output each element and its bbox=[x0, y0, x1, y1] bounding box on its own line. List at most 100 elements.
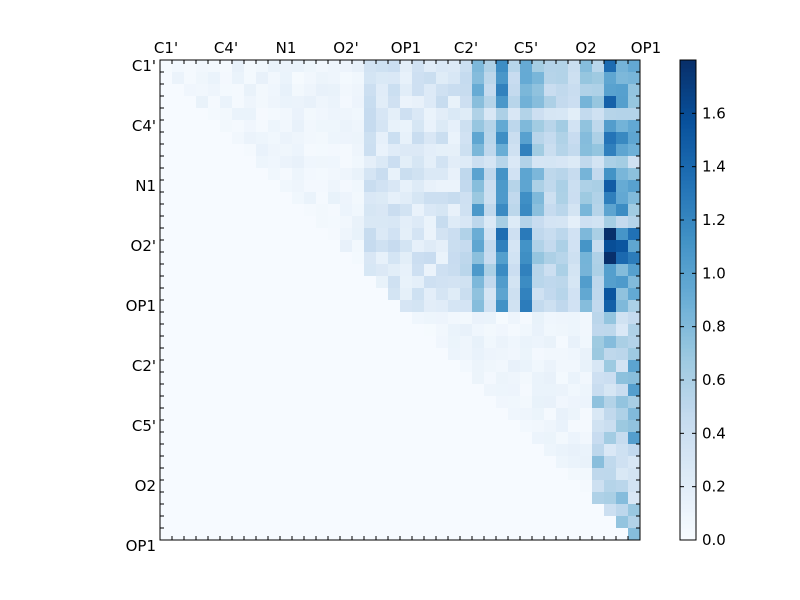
x-tick-label: C5' bbox=[514, 39, 538, 57]
heatmap-cell bbox=[160, 360, 173, 373]
colorbar-segment bbox=[680, 344, 696, 349]
x-tick-labels: C1' C4' N1 O2' OP1 C2' C5' O2 OP1 bbox=[154, 39, 661, 57]
heatmap-cell bbox=[400, 120, 413, 133]
colorbar-segment bbox=[680, 476, 696, 481]
heatmap-cell bbox=[496, 396, 509, 409]
heatmap-cell bbox=[160, 492, 173, 505]
heatmap-cell bbox=[160, 72, 173, 85]
heatmap-cell bbox=[376, 444, 389, 457]
heatmap-cell bbox=[436, 456, 449, 469]
heatmap-cell bbox=[280, 300, 293, 313]
heatmap-cell bbox=[232, 264, 245, 277]
heatmap-cell bbox=[160, 384, 173, 397]
heatmap-cell bbox=[448, 216, 461, 229]
heatmap-cell bbox=[232, 276, 245, 289]
heatmap-cell bbox=[604, 336, 617, 349]
heatmap-cell bbox=[520, 288, 533, 301]
heatmap-cell bbox=[208, 336, 221, 349]
heatmap-cell bbox=[172, 312, 185, 325]
heatmap-cell bbox=[508, 264, 521, 277]
heatmap-cell bbox=[208, 96, 221, 109]
heatmap-cell bbox=[436, 84, 449, 97]
heatmap-cell bbox=[568, 348, 581, 361]
heatmap-cell bbox=[604, 252, 617, 265]
heatmap-cell bbox=[292, 132, 305, 145]
heatmap-cell bbox=[424, 432, 437, 445]
heatmap-cell bbox=[304, 480, 317, 493]
heatmap-cell bbox=[388, 420, 401, 433]
heatmap-cell bbox=[508, 468, 521, 481]
colorbar-segment bbox=[680, 132, 696, 137]
heatmap-cell bbox=[256, 336, 269, 349]
heatmap-cell bbox=[616, 204, 629, 217]
heatmap-cell bbox=[208, 384, 221, 397]
heatmap-cell bbox=[460, 372, 473, 385]
heatmap-cell bbox=[352, 444, 365, 457]
heatmap-cell bbox=[484, 300, 497, 313]
heatmap-cell bbox=[544, 288, 557, 301]
heatmap-cell bbox=[340, 468, 353, 481]
heatmap-cell bbox=[340, 264, 353, 277]
heatmap-cell bbox=[376, 504, 389, 517]
heatmap-cell bbox=[448, 252, 461, 265]
heatmap-cell bbox=[340, 288, 353, 301]
y-tick-label: C4' bbox=[132, 117, 156, 135]
colorbar-segment bbox=[680, 240, 696, 245]
heatmap-cell bbox=[244, 96, 257, 109]
heatmap-cell bbox=[364, 516, 377, 529]
heatmap-cell bbox=[400, 336, 413, 349]
heatmap-cell bbox=[256, 264, 269, 277]
heatmap-cell bbox=[508, 408, 521, 421]
heatmap-cell bbox=[364, 504, 377, 517]
heatmap-cell bbox=[280, 96, 293, 109]
y-tick-label: O2' bbox=[131, 237, 156, 255]
heatmap-cell bbox=[316, 360, 329, 373]
heatmap-cell bbox=[472, 168, 485, 181]
heatmap-cell bbox=[460, 144, 473, 157]
heatmap-cell bbox=[280, 180, 293, 193]
heatmap-cell bbox=[580, 72, 593, 85]
heatmap-cell bbox=[328, 156, 341, 169]
heatmap-cell bbox=[604, 300, 617, 313]
heatmap-cell bbox=[592, 516, 605, 529]
heatmap-cell bbox=[592, 252, 605, 265]
heatmap-cell bbox=[472, 84, 485, 97]
heatmap-cell bbox=[292, 468, 305, 481]
heatmap-cell bbox=[496, 336, 509, 349]
heatmap-cell bbox=[352, 372, 365, 385]
heatmap-cell bbox=[184, 336, 197, 349]
heatmap-cell bbox=[436, 240, 449, 253]
heatmap-cell bbox=[424, 336, 437, 349]
heatmap-cell bbox=[592, 408, 605, 421]
heatmap-cell bbox=[568, 396, 581, 409]
heatmap-cell bbox=[616, 216, 629, 229]
heatmap-cell bbox=[268, 288, 281, 301]
heatmap-cell bbox=[364, 348, 377, 361]
heatmap-cell bbox=[232, 288, 245, 301]
heatmap-cell bbox=[616, 528, 629, 541]
colorbar-segment bbox=[680, 100, 696, 105]
heatmap-cell bbox=[520, 408, 533, 421]
heatmap-cell bbox=[424, 276, 437, 289]
heatmap-cell bbox=[364, 528, 377, 541]
heatmap-cell bbox=[172, 240, 185, 253]
heatmap-cell bbox=[232, 528, 245, 541]
heatmap-cell bbox=[460, 216, 473, 229]
heatmap-cell bbox=[292, 360, 305, 373]
heatmap-cell bbox=[496, 156, 509, 169]
heatmap-cell bbox=[316, 492, 329, 505]
colorbar-segment bbox=[680, 60, 696, 65]
heatmap-cell bbox=[484, 504, 497, 517]
heatmap-cell bbox=[256, 444, 269, 457]
heatmap-cell bbox=[580, 216, 593, 229]
heatmap-cell bbox=[376, 492, 389, 505]
heatmap-cell bbox=[352, 528, 365, 541]
heatmap-cell bbox=[352, 300, 365, 313]
heatmap-cell bbox=[280, 108, 293, 121]
colorbar-segment bbox=[680, 492, 696, 497]
heatmap-cell bbox=[388, 504, 401, 517]
heatmap-cell bbox=[508, 528, 521, 541]
heatmap-cell bbox=[616, 372, 629, 385]
heatmap-cell bbox=[460, 156, 473, 169]
heatmap-cell bbox=[496, 276, 509, 289]
